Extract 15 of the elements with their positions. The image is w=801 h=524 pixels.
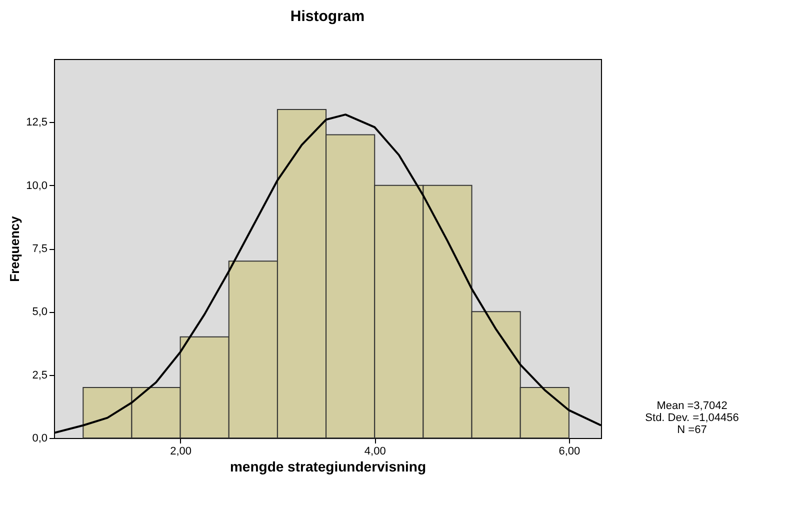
y-tick-label: 0,0 (32, 432, 48, 444)
y-tick-label: 2,5 (32, 369, 48, 382)
x-tick-label: 6,00 (558, 446, 580, 458)
y-tick-label: 7,5 (32, 243, 48, 255)
text: N =67 (677, 424, 707, 436)
text: Mean =3,7042 (656, 400, 728, 412)
x-tick-label: 4,00 (364, 446, 386, 458)
text: Std. Dev. =1,04456 (645, 412, 739, 424)
y-axis-title: Frequency (7, 215, 22, 282)
y-tick-label: 5,0 (32, 306, 48, 318)
x-tick-label: 2,00 (170, 446, 192, 458)
y-tick-label: 10,0 (26, 180, 48, 192)
chart-title: Histogram (290, 8, 365, 25)
x-axis-title: mengde strategiundervisning (230, 458, 426, 474)
y-tick-label: 12,5 (26, 116, 48, 129)
